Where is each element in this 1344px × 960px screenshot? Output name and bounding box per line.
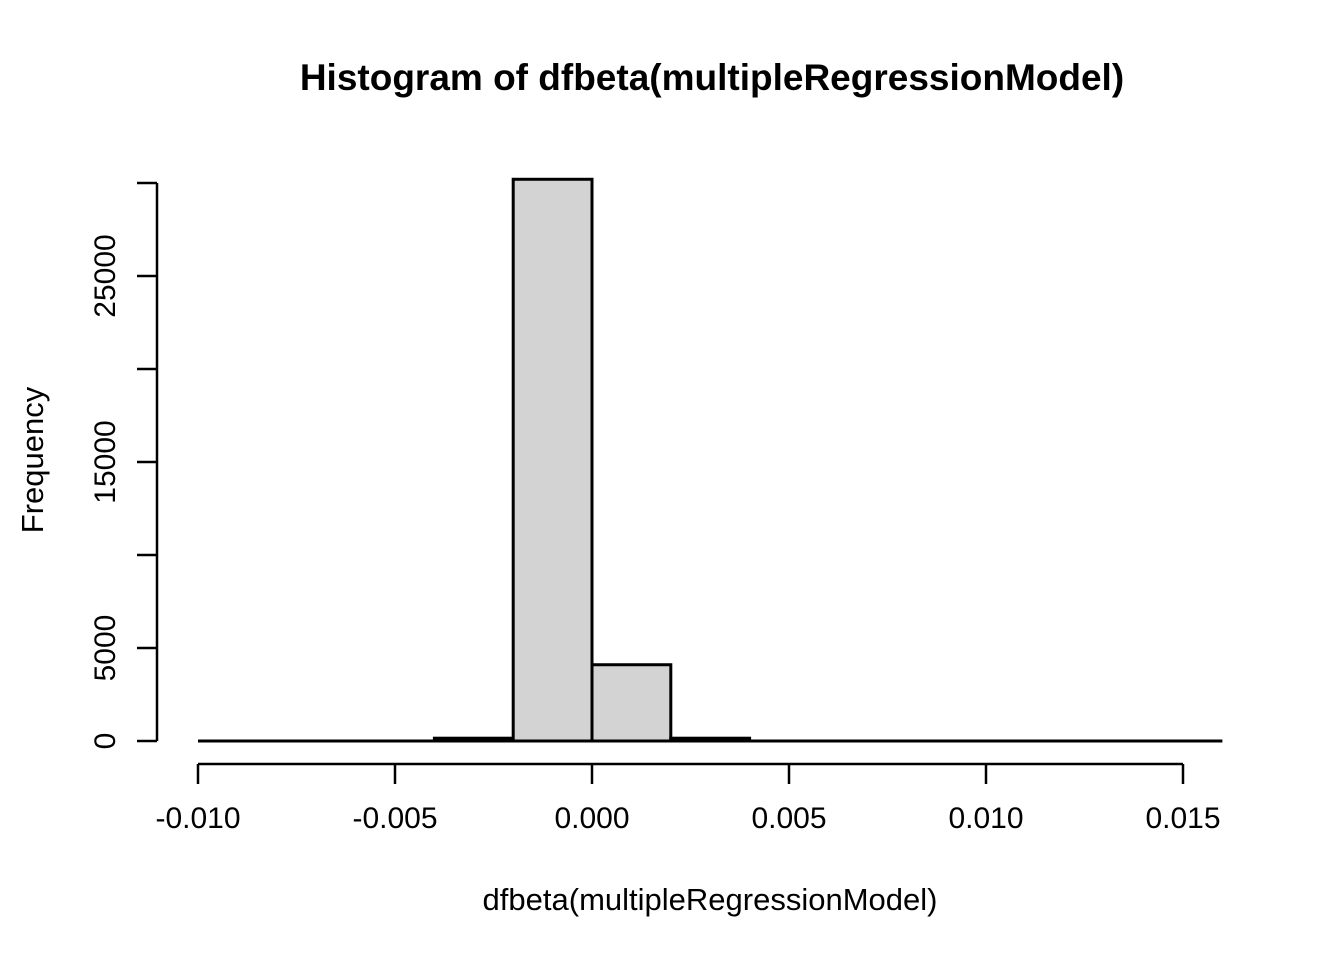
histogram-bar <box>511 177 594 743</box>
y-tick-label: 15000 <box>89 420 122 504</box>
x-axis-label: dfbeta(multipleRegressionModel) <box>482 882 938 917</box>
x-tick-label: 0.015 <box>1145 802 1221 835</box>
histogram-bar <box>432 736 515 743</box>
x-tick-label: 0.000 <box>554 802 630 835</box>
x-tick-label: -0.010 <box>155 802 241 835</box>
y-tick-label: 25000 <box>89 234 122 318</box>
x-tick-label: 0.010 <box>948 802 1024 835</box>
y-tick-label: 5000 <box>89 614 122 682</box>
chart-title: Histogram of dfbeta(multipleRegressionMo… <box>299 57 1125 98</box>
histogram-bar <box>669 736 752 743</box>
y-axis-label: Frequency <box>15 386 50 534</box>
y-tick-label: 0 <box>89 732 122 750</box>
x-tick-label: 0.005 <box>751 802 827 835</box>
histogram-bar <box>590 663 673 743</box>
x-tick-label: -0.005 <box>352 802 438 835</box>
